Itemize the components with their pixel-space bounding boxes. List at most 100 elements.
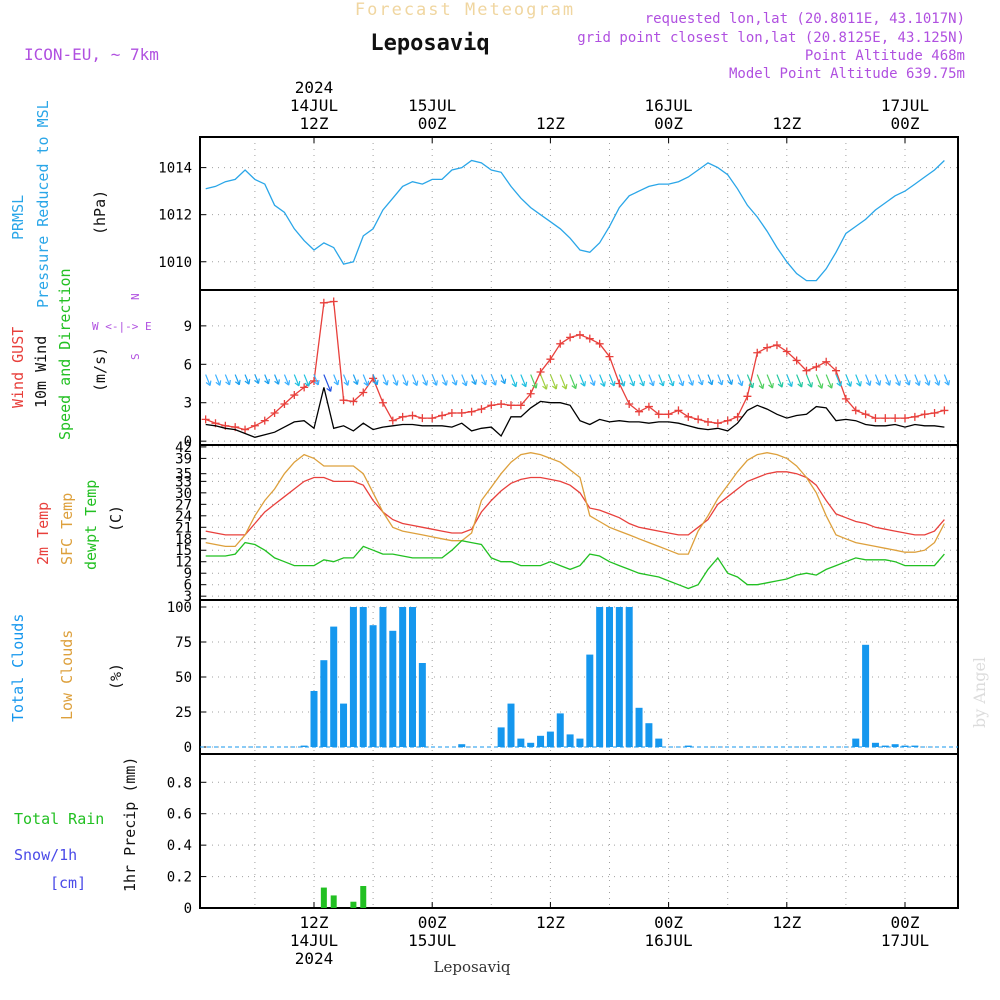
wind-direction-arrow bbox=[441, 374, 447, 386]
wind-direction-arrow bbox=[628, 374, 635, 387]
gust-marker bbox=[861, 410, 870, 419]
cloud-bar bbox=[566, 734, 574, 747]
cloud-bar bbox=[546, 731, 554, 747]
gust-marker bbox=[654, 410, 663, 419]
wind-arrow-head bbox=[313, 379, 320, 386]
wind-arrow-head bbox=[580, 381, 587, 387]
t2m-label: 2m Temp bbox=[34, 502, 52, 565]
precip-bar bbox=[350, 901, 357, 908]
wind-arrow-head bbox=[846, 381, 853, 387]
wind-direction-arrow bbox=[539, 374, 548, 390]
wind-direction-arrow bbox=[421, 374, 428, 386]
temp-ytick-label: 35 bbox=[175, 467, 192, 483]
gust-marker bbox=[280, 400, 289, 409]
gust-marker bbox=[704, 417, 712, 426]
wind-direction-arrow bbox=[677, 374, 684, 386]
gust-marker bbox=[615, 379, 624, 388]
gust-marker bbox=[566, 333, 575, 342]
gust-marker bbox=[723, 416, 732, 425]
wind-arrow-head bbox=[697, 379, 704, 386]
cloud-ytick-label: 100 bbox=[167, 600, 192, 616]
top-time-label: 17JUL bbox=[881, 96, 929, 115]
wind-direction-arrow bbox=[431, 374, 438, 386]
wind-arrow-head bbox=[944, 380, 951, 386]
temp-series-sfc-temp bbox=[205, 452, 945, 555]
cloud-bar bbox=[458, 744, 466, 747]
wind-arrow-head bbox=[500, 378, 507, 385]
wind-direction-arrow bbox=[904, 374, 910, 386]
gust-marker bbox=[812, 362, 821, 371]
compass-we: W <-|-> E bbox=[92, 320, 152, 333]
gust-marker bbox=[644, 402, 653, 411]
top-time-label: 12Z bbox=[536, 114, 565, 133]
cloud-bar bbox=[379, 607, 387, 747]
wind-direction-arrow bbox=[933, 374, 940, 386]
wind-direction-arrow bbox=[392, 374, 398, 386]
cloud-bar bbox=[359, 607, 367, 747]
temp-ytick-label: 3 bbox=[184, 589, 192, 605]
model-altitude: Model Point Altitude 639.75m bbox=[729, 66, 965, 82]
temp-ytick-label: 6 bbox=[184, 578, 192, 594]
wind-arrow-head bbox=[904, 380, 911, 386]
wind-panel: 0 3 6 9 bbox=[184, 290, 959, 450]
wind-direction-arrow bbox=[924, 374, 930, 386]
wind-arrow-head bbox=[768, 382, 774, 389]
wind-direction-arrow bbox=[451, 374, 457, 386]
cloud-bar bbox=[596, 607, 604, 747]
wind-direction-arrow bbox=[461, 374, 467, 386]
temp-ytick-label: 9 bbox=[184, 566, 192, 582]
gust-marker bbox=[575, 330, 584, 339]
gust-marker bbox=[526, 389, 535, 398]
gust-marker bbox=[290, 391, 299, 400]
top-time-label: 12Z bbox=[772, 114, 801, 133]
wind-direction-arrow bbox=[411, 374, 418, 386]
total-cloud-label: Total Clouds bbox=[9, 614, 27, 722]
wind-direction-arrow bbox=[599, 374, 605, 387]
gust-marker bbox=[329, 297, 338, 306]
wind-arrow-head bbox=[205, 380, 212, 387]
wind-direction-arrow bbox=[352, 374, 358, 385]
top-time-label: 14JUL bbox=[290, 96, 338, 115]
wind-arrow-head bbox=[264, 378, 270, 385]
product-title: Forecast Meteogram bbox=[355, 0, 575, 20]
wind-arrow-head bbox=[924, 380, 931, 386]
cloud-bar bbox=[389, 630, 397, 747]
cloud-bar bbox=[606, 607, 613, 747]
gust-marker bbox=[516, 401, 525, 410]
cloud-ytick-label: 0 bbox=[184, 740, 192, 756]
wind-arrow-head bbox=[678, 380, 685, 387]
wind-arrow-head bbox=[609, 380, 616, 387]
precip-ytick-label: 0.6 bbox=[167, 807, 192, 823]
gust-marker bbox=[388, 416, 397, 425]
cloud-bar bbox=[527, 742, 535, 747]
compass-icon: N W <-|-> E S bbox=[92, 293, 152, 360]
bottom-time-label: 00Z bbox=[418, 913, 447, 932]
wind-arrow-head bbox=[797, 381, 804, 388]
cloud-bar bbox=[852, 738, 860, 747]
cloud-bar bbox=[901, 745, 909, 747]
gust-marker bbox=[802, 366, 811, 375]
precip-frame bbox=[199, 753, 959, 909]
wind-direction-arrow bbox=[815, 374, 823, 389]
cloud-panel: 0 25 50 75 100 bbox=[167, 599, 959, 756]
bottom-time-label: 00Z bbox=[654, 913, 683, 932]
station-title: Leposaviq bbox=[370, 31, 489, 56]
gust-marker bbox=[891, 414, 900, 423]
precip-ytick-label: 0 bbox=[184, 901, 192, 917]
precip-unit: 1hr Precip (mm) bbox=[121, 757, 139, 892]
temp-unit: (C) bbox=[107, 505, 125, 532]
bottom-time-label: 2024 bbox=[295, 949, 334, 968]
cloud-bar bbox=[615, 607, 623, 747]
snow-label: Snow/1h bbox=[14, 846, 77, 864]
cloud-bar bbox=[586, 654, 594, 747]
wind-arrow-head bbox=[254, 378, 260, 384]
gust-marker bbox=[260, 416, 269, 425]
wind-arrow-head bbox=[353, 379, 359, 386]
low-cloud-label: Low Clouds bbox=[58, 630, 76, 720]
gust-marker bbox=[635, 407, 644, 416]
gust-marker bbox=[920, 410, 929, 419]
precip-bar bbox=[320, 887, 327, 908]
wind-label: 10m Wind bbox=[32, 336, 50, 408]
wind-direction-arrow bbox=[372, 374, 378, 385]
cloud-bar bbox=[399, 607, 407, 747]
